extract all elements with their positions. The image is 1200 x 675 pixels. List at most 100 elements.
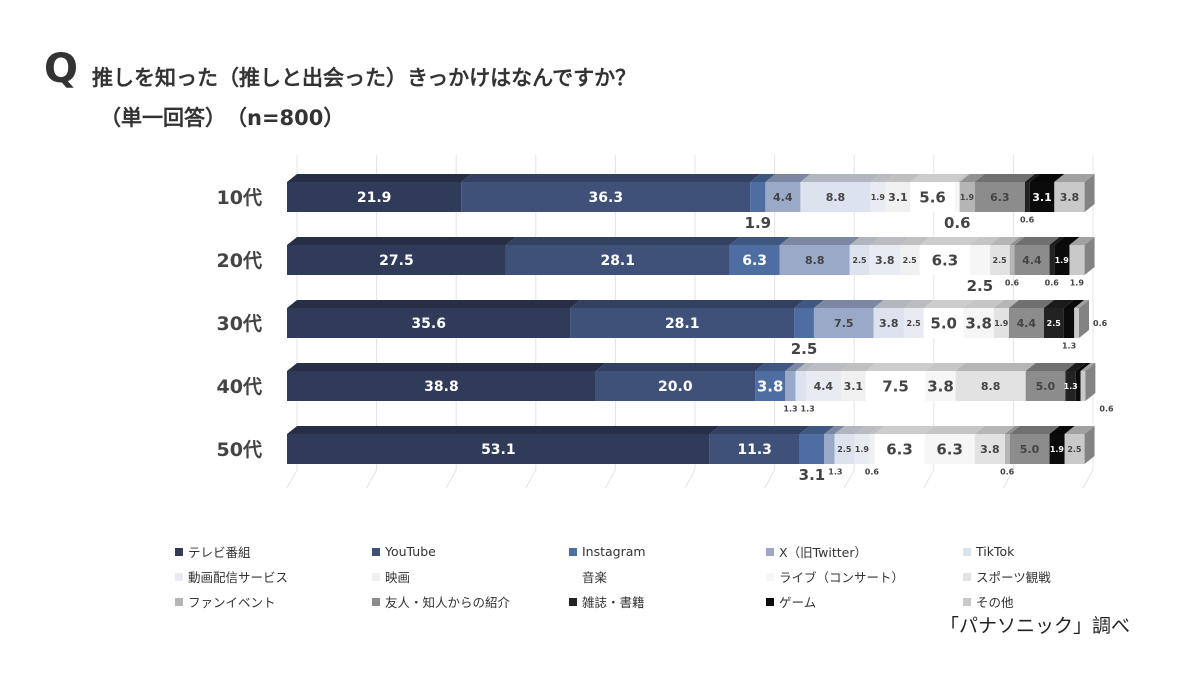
bar-top-face (1025, 363, 1076, 371)
data-label: 3.8 (879, 317, 899, 330)
bar-segment (805, 371, 842, 401)
bar-top-face (954, 174, 970, 182)
bar-segment (709, 434, 800, 464)
bar-segment (729, 245, 780, 275)
data-label: 3.1 (844, 380, 864, 393)
gridline-floor (366, 469, 378, 489)
data-label: 53.1 (481, 442, 516, 458)
bar-top-face (854, 426, 880, 434)
data-label: 36.3 (589, 190, 624, 206)
bar-top-face (755, 363, 796, 371)
legend-label: 雑誌・書籍 (582, 595, 645, 610)
data-label: 6.3 (932, 251, 959, 269)
legend: テレビ番組 YouTube Instagram X（旧Twitter） TikTok 動画… (175, 542, 1075, 611)
bar-top-face (824, 426, 845, 434)
legend-item: 音楽 (569, 567, 766, 586)
category-label: 30代 (217, 313, 262, 335)
legend-item: ファンイベント (175, 592, 372, 611)
bar-segment (910, 182, 955, 212)
legend-label: YouTube (385, 544, 436, 559)
bar-top-face (834, 426, 865, 434)
bar-segment (1049, 245, 1055, 275)
bar-top-face (799, 426, 835, 434)
gridline-floor (843, 469, 855, 489)
bar-top-face (903, 300, 934, 308)
bar-top-face (709, 426, 810, 434)
data-label: 1.9 (960, 193, 975, 202)
data-label: 3.8 (875, 254, 895, 267)
bar-top-face (869, 426, 885, 434)
bar-segment (755, 371, 786, 401)
gridline-floor (923, 469, 935, 489)
bar-segment (287, 308, 571, 338)
data-label: 8.8 (826, 191, 846, 204)
data-label: 2.5 (852, 256, 867, 265)
legend-swatch (175, 572, 183, 581)
data-label: 1.3 (783, 404, 797, 413)
bar-segment (874, 434, 925, 464)
bar-segment (885, 182, 911, 212)
bar-segment (959, 182, 975, 212)
bar-top-face (955, 363, 1036, 371)
bar-top-face (1043, 300, 1074, 308)
data-label: 21.9 (357, 190, 392, 206)
data-label: 0.6 (1099, 404, 1114, 413)
legend-label: TikTok (976, 544, 1015, 559)
legend-label: 友人・知人からの紹介 (385, 595, 511, 610)
legend-swatch (175, 547, 183, 556)
legend-swatch (766, 547, 774, 556)
bar-segment (750, 182, 766, 212)
chart-subtitle: （単一回答） （n=800） (100, 106, 345, 130)
bar-top-face (869, 237, 910, 245)
bar-segment (865, 371, 926, 401)
bar-segment (1065, 371, 1076, 401)
bar-top-face (899, 237, 930, 245)
bar-top-face (1049, 237, 1065, 245)
legend-item: ライブ（コンサート） (766, 567, 963, 586)
bar-top-face (1063, 300, 1085, 308)
category-label: 20代 (217, 250, 262, 272)
bar-top-face (870, 174, 896, 182)
data-label: 27.5 (379, 253, 414, 269)
data-label: 38.8 (424, 379, 459, 395)
data-label: 2.5 (993, 256, 1008, 265)
data-label: 35.6 (411, 316, 446, 332)
data-label: 0.6 (1020, 215, 1035, 224)
bar-segment (854, 434, 870, 464)
bar-top-face (873, 300, 914, 308)
bar-top-face (974, 426, 1015, 434)
bar-top-face (1049, 426, 1075, 434)
bar-segment (795, 371, 806, 401)
legend-label: 映画 (385, 570, 411, 585)
category-label: 10代 (217, 187, 262, 209)
bar-top-face (461, 174, 761, 182)
bar-segment (794, 308, 814, 338)
legend-item: TikTok (963, 542, 1073, 561)
bar-top-face (989, 237, 1020, 245)
bar-top-face (959, 174, 985, 182)
bar-side-face (1084, 237, 1095, 275)
data-label: 4.4 (814, 380, 834, 393)
bar-top-face (874, 426, 935, 434)
bar-top-face (813, 300, 884, 308)
data-label: 1.3 (1062, 341, 1076, 350)
bar-segment (1064, 434, 1085, 464)
category-label: 50代 (217, 439, 262, 461)
legend-item: テレビ番組 (175, 542, 372, 561)
data-label: 0.6 (865, 467, 880, 476)
data-label: 7.5 (882, 377, 909, 395)
bar-top-face (1074, 300, 1090, 308)
data-label: 5.6 (919, 188, 946, 206)
bar-segment (955, 371, 1026, 401)
bar-segment (834, 434, 855, 464)
bar-segment (785, 371, 796, 401)
source-note: 「パナソニック」調べ (940, 615, 1131, 637)
data-label: 3.8 (1060, 191, 1080, 204)
bar-top-face (794, 300, 824, 308)
data-label: 1.9 (871, 193, 886, 202)
gridline-floor (684, 469, 696, 489)
bar-top-face (841, 363, 876, 371)
bar-segment (824, 434, 835, 464)
bar-top-face (729, 237, 790, 245)
bar-segment (993, 308, 1009, 338)
